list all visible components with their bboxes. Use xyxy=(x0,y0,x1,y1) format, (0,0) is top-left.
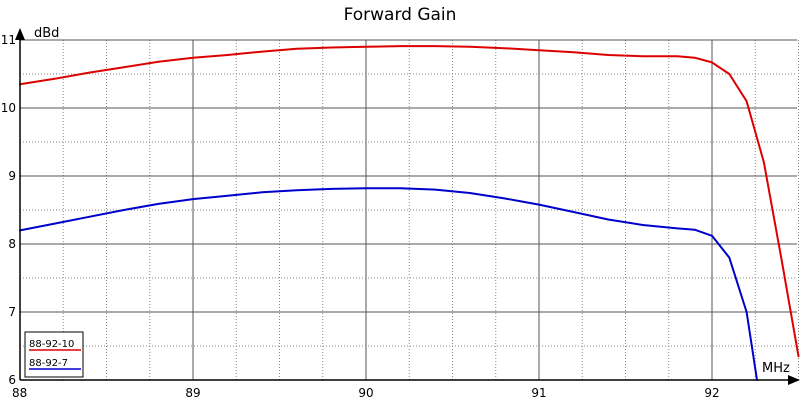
x-tick-label: 90 xyxy=(358,386,373,400)
grid xyxy=(20,39,799,380)
y-tick-label: 9 xyxy=(8,169,16,183)
y-tick-labels: 6 7 8 9 10 11 xyxy=(1,33,16,387)
x-tick-labels: 88 89 90 91 92 xyxy=(12,386,720,400)
y-tick-label: 10 xyxy=(1,101,16,115)
series-line-1 xyxy=(19,45,800,358)
series-layer xyxy=(19,45,800,381)
x-tick-label: 92 xyxy=(704,386,719,400)
y-tick-label: 6 xyxy=(8,373,16,387)
legend-label-series-2: 88-92-7 xyxy=(29,358,68,369)
x-tick-label: 91 xyxy=(531,386,546,400)
y-tick-label: 11 xyxy=(1,33,16,47)
y-tick-label: 7 xyxy=(8,305,16,319)
legend-label-series-1: 88-92-10 xyxy=(29,339,74,350)
x-axis-arrow-icon xyxy=(788,375,800,385)
series-line-2 xyxy=(19,187,758,381)
x-axis-unit: MHz xyxy=(762,361,790,376)
x-tick-label: 89 xyxy=(185,386,200,400)
y-axis-arrow-icon xyxy=(15,28,25,40)
chart-title: Forward Gain xyxy=(344,5,457,25)
y-tick-label: 8 xyxy=(8,237,16,251)
legend: 88-92-10 88-92-7 xyxy=(24,331,84,378)
y-axis-unit: dBd xyxy=(34,26,59,41)
x-tick-label: 88 xyxy=(12,386,27,400)
